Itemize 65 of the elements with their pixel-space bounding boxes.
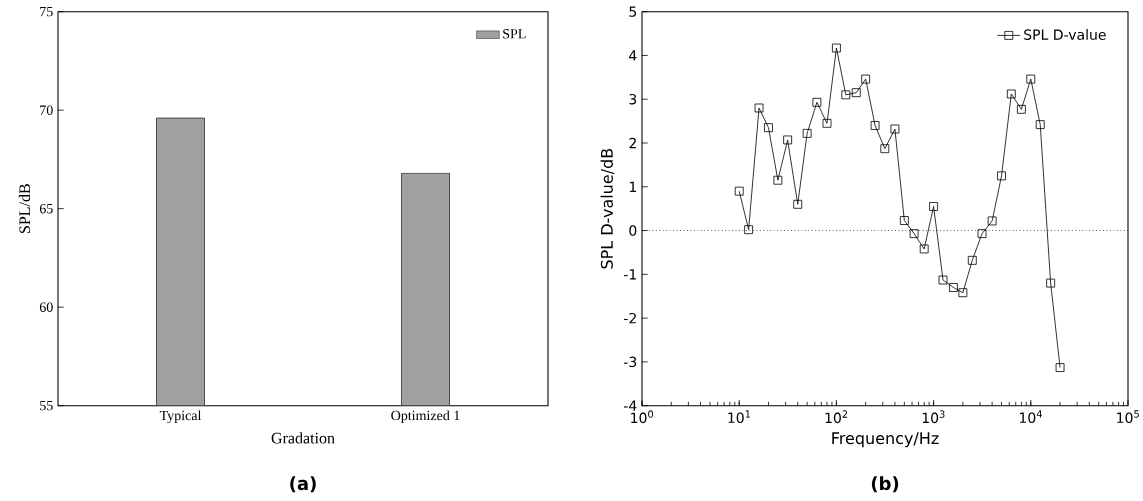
y-tick-label: 5: [629, 6, 637, 17]
point: [744, 225, 754, 235]
point: [783, 135, 793, 145]
x-tick-label: 10$^{2}$: [825, 410, 848, 424]
point: [1026, 74, 1036, 84]
point: [919, 244, 929, 254]
point: [841, 90, 851, 100]
point: [764, 123, 773, 133]
x-axis-title: Gradation: [271, 432, 335, 444]
point: [909, 229, 919, 239]
point: [899, 216, 909, 225]
y-tick-label: 75: [40, 7, 53, 17]
point: [880, 144, 890, 154]
legend-label: SPL D-value: [1024, 29, 1106, 40]
point: [949, 283, 958, 292]
point: [997, 171, 1006, 181]
y-tick-label: 55: [40, 401, 53, 411]
y-tick-label: 65: [39, 203, 53, 214]
y-axis-title: SPL D-value/dB: [600, 148, 615, 269]
point: [1035, 120, 1045, 130]
point: [938, 275, 948, 285]
point: [734, 186, 744, 196]
y-tick-label: -1: [624, 269, 636, 280]
y-tick-label: -4: [624, 400, 637, 411]
point: [1046, 278, 1056, 288]
point: [832, 43, 841, 53]
point: [802, 128, 812, 138]
y-tick-label: 4: [629, 50, 637, 61]
y-tick-label: 1: [629, 181, 636, 192]
x-tick-label: Typical: [159, 410, 202, 424]
point: [851, 88, 861, 98]
y-tick-label: 0: [629, 225, 637, 236]
point: [754, 103, 764, 113]
point: [822, 118, 832, 128]
x-tick-label: Optimized 1: [391, 410, 460, 424]
y-tick-label: 60: [39, 302, 53, 312]
y-tick-label: -3: [624, 356, 637, 368]
point: [793, 199, 803, 209]
point: [812, 97, 822, 107]
point: [773, 175, 783, 185]
point: [967, 255, 977, 265]
y-tick-label: 3: [629, 93, 637, 105]
point: [1055, 363, 1065, 372]
text: (b): [871, 476, 899, 493]
x-tick-label: 10$^{5}$: [1117, 410, 1139, 424]
x-tick-label: 10$^{0}$: [631, 410, 654, 424]
text: (a): [290, 476, 316, 493]
point: [958, 288, 968, 298]
y-axis-title: SPL/dB: [18, 184, 31, 233]
x-axis-title: Frequency/Hz: [832, 432, 939, 448]
x-tick-label: 10$^{4}$: [1019, 410, 1042, 424]
y-tick-label: -2: [624, 312, 636, 324]
point: [870, 121, 880, 130]
x-tick-label: 10$^{1}$: [728, 410, 750, 424]
legend-label: SPL: [503, 29, 526, 39]
point: [861, 74, 871, 84]
point: [977, 229, 987, 239]
point: [987, 216, 997, 226]
point: [890, 124, 900, 134]
y-tick-label: 70: [40, 105, 53, 115]
y-tick-label: 2: [629, 137, 636, 149]
point: [929, 202, 939, 211]
x-tick-label: 10$^{3}$: [922, 410, 945, 424]
point: [1016, 104, 1026, 114]
point: [1006, 89, 1016, 99]
